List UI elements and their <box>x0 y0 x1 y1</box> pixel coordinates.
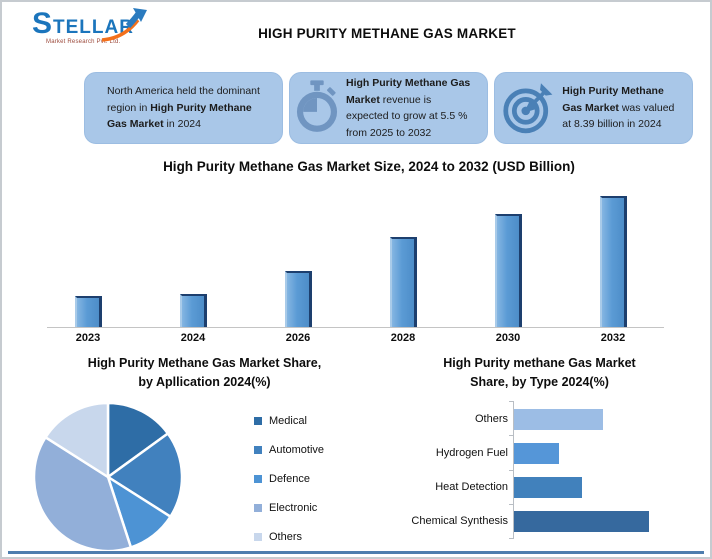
bar-heat-detection <box>514 477 582 498</box>
stopwatch-icon <box>296 80 338 132</box>
bar-chemical-synthesis <box>514 511 649 532</box>
x-tick-label: 2026 <box>285 332 311 344</box>
logo-tagline: Market Research Pvt. Ltd. <box>46 39 121 45</box>
logo-brand-row: STELLAR <box>32 7 147 42</box>
pie-legend: Medical Automotive Defence Electronic Others <box>254 411 324 556</box>
legend-swatch <box>254 445 262 454</box>
box-text: High Purity Methane Gas Market was value… <box>562 83 686 133</box>
text-segment-bold: High Purity Methane Gas Market <box>346 77 471 106</box>
bar-others <box>514 409 603 430</box>
highlight-box-growth: High Purity Methane Gas Market revenue i… <box>289 72 488 144</box>
category-label: Hydrogen Fuel <box>435 447 508 459</box>
pie-slice-medical <box>106 402 170 479</box>
highlight-box-value: High Purity Methane Gas Market was value… <box>494 72 693 144</box>
title-line: High Purity methane Gas Market <box>443 356 636 370</box>
bar-2024 <box>180 294 207 327</box>
x-tick-label: 2024 <box>180 332 206 344</box>
axis-tick <box>509 435 513 436</box>
category-label: Chemical Synthesis <box>411 515 508 527</box>
bar-2030 <box>495 214 522 327</box>
highlight-boxes: North America held the dominant region i… <box>84 72 693 144</box>
bar-2026 <box>285 271 312 327</box>
footer-divider <box>8 551 704 554</box>
legend-swatch <box>254 474 262 483</box>
legend-item-others: Others <box>254 527 324 546</box>
text-segment-bold: High Purity Methane Gas Market <box>562 85 664 114</box>
legend-item-defence: Defence <box>254 469 324 488</box>
highlight-box-region: North America held the dominant region i… <box>84 72 283 144</box>
axis-tick <box>509 504 513 505</box>
legend-label: Others <box>269 530 303 543</box>
pie-slice-electronic <box>33 436 133 553</box>
bar-2028 <box>390 237 417 327</box>
logo-arrow-icon <box>101 8 147 42</box>
legend-label: Automotive <box>269 443 325 456</box>
application-share-pie-chart <box>33 402 183 553</box>
market-size-bar-chart <box>47 189 664 328</box>
text-segment: revenue is expected to grow at 5.5 % fro… <box>346 93 468 139</box>
type-chart-title: High Purity methane Gas Market Share, by… <box>392 354 687 392</box>
bar-2032 <box>600 196 627 327</box>
legend-label: Electronic <box>269 501 318 514</box>
axis-tick <box>509 470 513 471</box>
legend-label: Defence <box>269 472 310 485</box>
type-chart-axis <box>509 401 514 539</box>
pie-slice-others <box>44 402 110 479</box>
title-line: by Apllication 2024(%) <box>138 375 271 389</box>
target-icon <box>503 83 553 134</box>
market-size-chart-title: High Purity Methane Gas Market Size, 202… <box>163 159 575 174</box>
market-size-x-axis: 2023 2024 2026 2028 2030 2032 <box>47 332 664 346</box>
legend-item-medical: Medical <box>254 411 324 430</box>
x-tick-label: 2032 <box>600 332 626 344</box>
logo-brand-text: STELLAR <box>32 7 134 40</box>
pie-slice-automotive <box>106 432 183 518</box>
legend-item-electronic: Electronic <box>254 498 324 517</box>
text-segment: in 2024 <box>163 118 201 130</box>
text-segment: was valued at 8.39 billion in 2024 <box>562 101 675 131</box>
legend-swatch <box>254 503 262 512</box>
axis-tick <box>509 401 513 402</box>
page-title: HIGH PURITY METHANE GAS MARKET <box>258 26 516 41</box>
legend-label: Medical <box>269 414 307 427</box>
x-tick-label: 2030 <box>495 332 521 344</box>
title-line: Share, by Type 2024(%) <box>470 375 609 389</box>
legend-swatch <box>254 532 262 541</box>
bar-hydrogen-fuel <box>514 443 559 464</box>
x-tick-label: 2023 <box>75 332 101 344</box>
bar-2023 <box>75 296 102 327</box>
text-segment: North America held the dominant region i… <box>107 85 260 114</box>
category-label: Others <box>474 413 508 425</box>
category-label: Heat Detection <box>435 481 508 493</box>
pie-chart-title: High Purity Methane Gas Market Share, by… <box>27 354 382 392</box>
stellar-logo: STELLAR Market Research Pvt. Ltd. <box>32 7 162 45</box>
legend-item-automotive: Automotive <box>254 440 324 459</box>
axis-tick <box>509 538 513 539</box>
legend-swatch <box>254 416 262 425</box>
x-tick-label: 2028 <box>390 332 416 344</box>
title-line: High Purity Methane Gas Market Share, <box>87 356 322 370</box>
box-text: High Purity Methane Gas Market revenue i… <box>346 75 476 141</box>
text-segment-bold: High Purity Methane Gas Market <box>107 101 252 131</box>
